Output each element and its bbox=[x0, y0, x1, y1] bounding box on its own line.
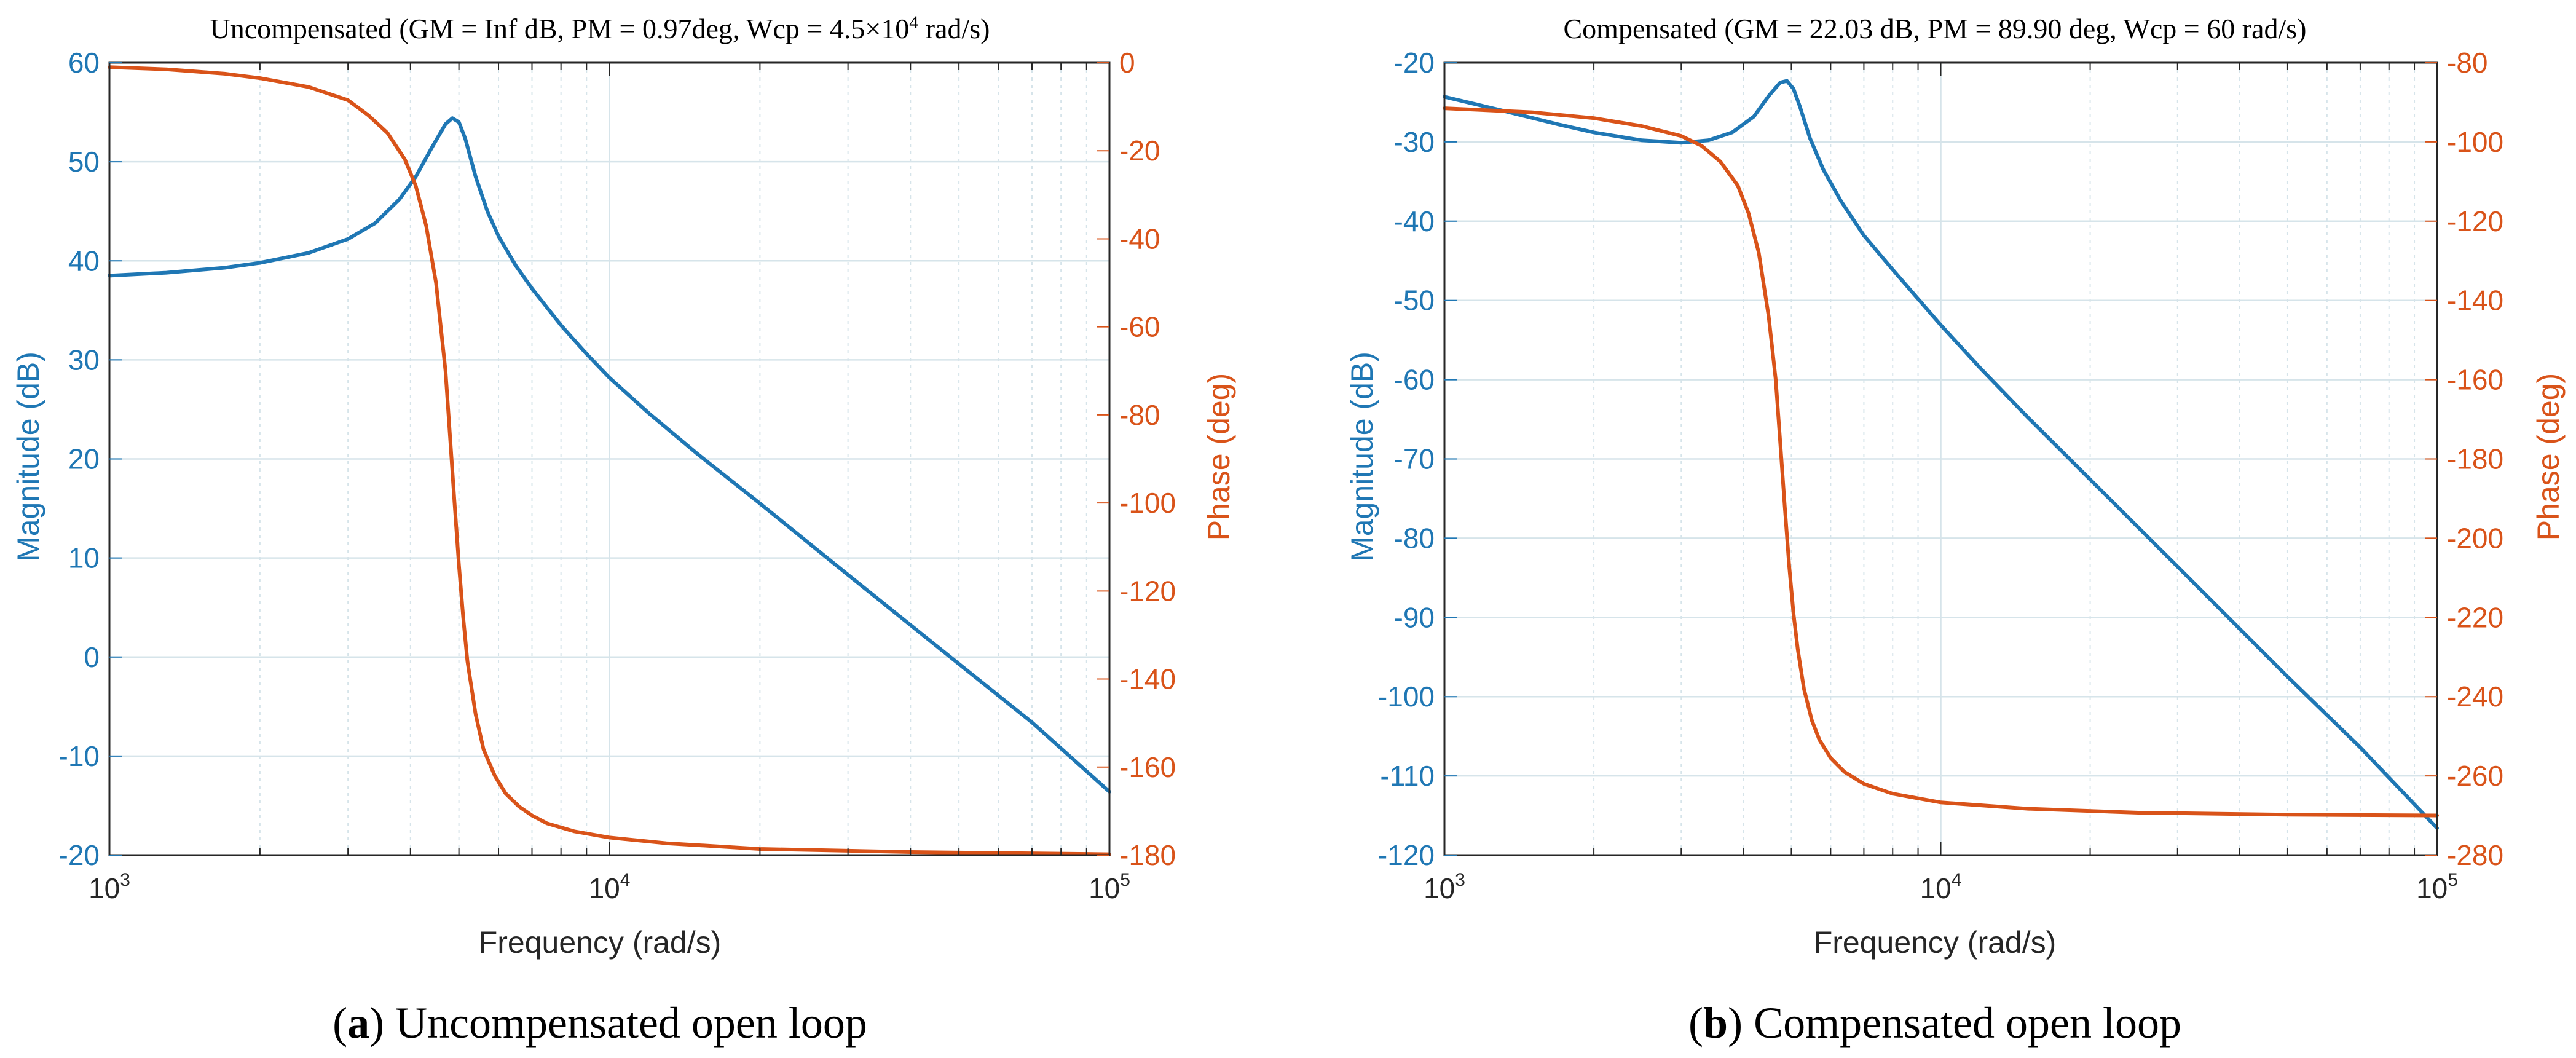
y-tick-label-right: -260 bbox=[2447, 760, 2503, 792]
y-tick-label-left: -20 bbox=[59, 839, 100, 871]
y-tick-label-right: -160 bbox=[2447, 364, 2503, 396]
y-tick-label-right: -140 bbox=[2447, 285, 2503, 317]
series-lines bbox=[1443, 79, 2439, 831]
caption: (b) Compensated open loop bbox=[1688, 998, 2181, 1048]
x-tick-label: 105 bbox=[2416, 870, 2458, 904]
y-tick-label-left: 0 bbox=[84, 641, 100, 673]
y-tick-label-right: 0 bbox=[1119, 47, 1135, 79]
x-tick-label: 105 bbox=[1089, 870, 1130, 904]
right-tick-labels: 0 -20 -40 -60 -80 -100 -120 -140 -160 -180 bbox=[1119, 47, 1176, 871]
magnitude-series-line bbox=[108, 116, 1111, 794]
caption: (a) Uncompensated open loop bbox=[333, 998, 867, 1048]
phase-series-line bbox=[108, 65, 1111, 856]
y-tick-label-left: 10 bbox=[68, 542, 100, 574]
grid-lines bbox=[109, 63, 1109, 855]
magnitude-series-line bbox=[1443, 79, 2439, 831]
y-tick-label-left: 20 bbox=[68, 443, 100, 475]
y-axis-label-left: Magnitude (dB) bbox=[1345, 352, 1379, 562]
x-tick-label: 103 bbox=[1424, 870, 1465, 904]
y-tick-label-right: -100 bbox=[1119, 487, 1176, 519]
left-tick-labels: 60 50 40 30 20 10 0 -10 -20 bbox=[59, 47, 100, 871]
grid-lines bbox=[1444, 63, 2437, 855]
panel-compensated: Compensated (GM = 22.03 dB, PM = 89.90 d… bbox=[1345, 13, 2566, 1048]
x-tick-label: 103 bbox=[89, 870, 130, 904]
panel-uncompensated: Uncompensated (GM = Inf dB, PM = 0.97deg… bbox=[11, 12, 1236, 1048]
y-tick-label-left: -40 bbox=[1394, 205, 1435, 237]
y-tick-label-right: -220 bbox=[2447, 601, 2503, 633]
right-tick-labels: -80 -100 -120 -140 -160 -180 -200 -220 -240 -260 -… bbox=[2447, 47, 2503, 871]
y-tick-label-left: -90 bbox=[1394, 601, 1435, 633]
y-tick-label-left: 60 bbox=[68, 47, 100, 79]
y-tick-label-left: 40 bbox=[68, 245, 100, 277]
y-tick-label-left: -110 bbox=[1380, 760, 1435, 792]
y-tick-label-left: -50 bbox=[1394, 285, 1435, 317]
x-tick-labels: 103 104 105 bbox=[1424, 870, 2458, 904]
y-tick-label-right: -40 bbox=[1119, 223, 1160, 255]
y-tick-label-left: 30 bbox=[68, 344, 100, 376]
y-tick-label-left: -60 bbox=[1394, 364, 1435, 396]
tick-marks bbox=[1444, 62, 2438, 856]
y-tick-label-left: -30 bbox=[1394, 126, 1435, 158]
y-tick-label-left: -80 bbox=[1394, 522, 1435, 554]
y-tick-label-left: -20 bbox=[1394, 47, 1435, 79]
left-tick-labels: -20 -30 -40 -50 -60 -70 -80 -90 -100 -110 -120 bbox=[1378, 47, 1435, 871]
y-tick-label-right: -280 bbox=[2447, 839, 2503, 871]
x-tick-labels: 103 104 105 bbox=[89, 870, 1130, 904]
y-axis-label-right: Phase (deg) bbox=[2531, 373, 2566, 540]
chart-title: Uncompensated (GM = Inf dB, PM = 0.97deg… bbox=[210, 12, 990, 44]
y-tick-label-right: -100 bbox=[2447, 126, 2503, 158]
y-axis-label-left: Magnitude (dB) bbox=[11, 352, 45, 562]
y-tick-label-right: -120 bbox=[1119, 575, 1176, 607]
phase-series-line bbox=[1443, 106, 2439, 818]
y-tick-label-left: -70 bbox=[1394, 443, 1435, 475]
y-tick-label-right: -200 bbox=[2447, 522, 2503, 554]
series-lines bbox=[108, 65, 1111, 856]
y-tick-label-right: -80 bbox=[1119, 399, 1160, 431]
y-tick-label-right: -240 bbox=[2447, 681, 2503, 713]
y-tick-label-right: -160 bbox=[1119, 751, 1176, 783]
y-axis-label-right: Phase (deg) bbox=[1202, 373, 1236, 540]
x-tick-label: 104 bbox=[589, 870, 631, 904]
y-tick-label-left: -100 bbox=[1378, 681, 1435, 713]
x-axis-label: Frequency (rad/s) bbox=[1814, 925, 2057, 960]
x-tick-label: 104 bbox=[1920, 870, 1962, 904]
y-tick-label-right: -180 bbox=[1119, 839, 1176, 871]
y-tick-label-left: -10 bbox=[59, 740, 100, 772]
y-tick-label-right: -140 bbox=[1119, 663, 1176, 695]
y-tick-label-right: -180 bbox=[2447, 443, 2503, 475]
y-tick-label-right: -80 bbox=[2447, 47, 2487, 79]
tick-marks bbox=[109, 62, 1110, 856]
y-tick-label-right: -20 bbox=[1119, 135, 1160, 167]
x-axis-label: Frequency (rad/s) bbox=[479, 925, 722, 960]
chart-title: Compensated (GM = 22.03 dB, PM = 89.90 d… bbox=[1564, 13, 2307, 44]
y-tick-label-left: -120 bbox=[1378, 839, 1435, 871]
y-tick-label-right: -60 bbox=[1119, 311, 1160, 343]
y-tick-label-right: -120 bbox=[2447, 205, 2503, 237]
y-tick-label-left: 50 bbox=[68, 146, 100, 178]
